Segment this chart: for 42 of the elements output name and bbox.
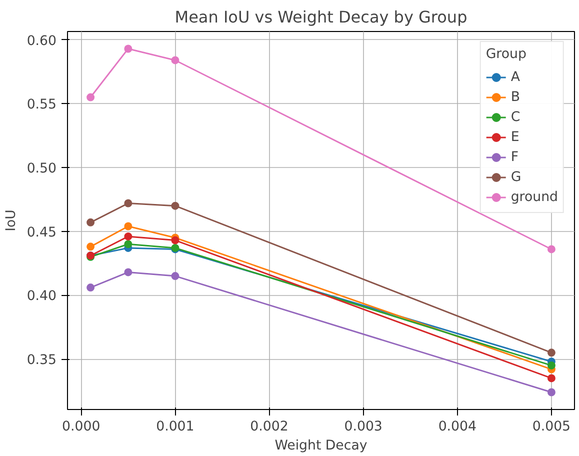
- x-tick-label: 0.003: [344, 420, 382, 434]
- point: [171, 202, 180, 210]
- point: [86, 284, 95, 292]
- point: [547, 245, 556, 254]
- point: [547, 374, 556, 382]
- x-tick-label: 0.001: [156, 420, 194, 434]
- point: [547, 361, 556, 370]
- point: [124, 232, 132, 240]
- x-tick-label: 0.002: [250, 420, 288, 434]
- x-tick-label: 0.000: [62, 420, 100, 434]
- y-tick-label: 0.55: [26, 98, 57, 113]
- point: [124, 268, 132, 276]
- point: [86, 93, 95, 102]
- point: [124, 44, 132, 53]
- point: [124, 240, 132, 248]
- y-tick-label: 0.35: [26, 353, 57, 368]
- y-tick-label: 0.50: [26, 162, 57, 177]
- legend-label: G: [510, 170, 522, 184]
- legend-label: B: [510, 90, 521, 104]
- point: [171, 236, 180, 244]
- x-tick-label: 0.004: [438, 420, 476, 434]
- legend-label: E: [510, 130, 520, 144]
- legend-label: C: [510, 110, 522, 124]
- y-axis-title: IoU: [4, 210, 19, 232]
- legend-label: F: [510, 150, 520, 164]
- point: [171, 272, 180, 280]
- legend-label: A: [510, 70, 521, 84]
- y-tick-label: 0.60: [26, 34, 57, 49]
- y-tick-label: 0.45: [26, 225, 57, 240]
- point: [86, 218, 95, 226]
- chart-title: Mean IoU vs Weight Decay by Group: [174, 8, 468, 26]
- point: [171, 56, 180, 64]
- y-tick-label: 0.40: [26, 289, 57, 304]
- point: [547, 388, 556, 396]
- legend-label: ground: [510, 190, 558, 204]
- point: [547, 348, 556, 357]
- legend-title: Group: [486, 47, 528, 62]
- x-tick-label: 0.005: [532, 420, 571, 434]
- point: [124, 222, 132, 230]
- point: [86, 242, 95, 251]
- x-axis-title: Weight Decay: [274, 438, 368, 454]
- point: [124, 199, 132, 208]
